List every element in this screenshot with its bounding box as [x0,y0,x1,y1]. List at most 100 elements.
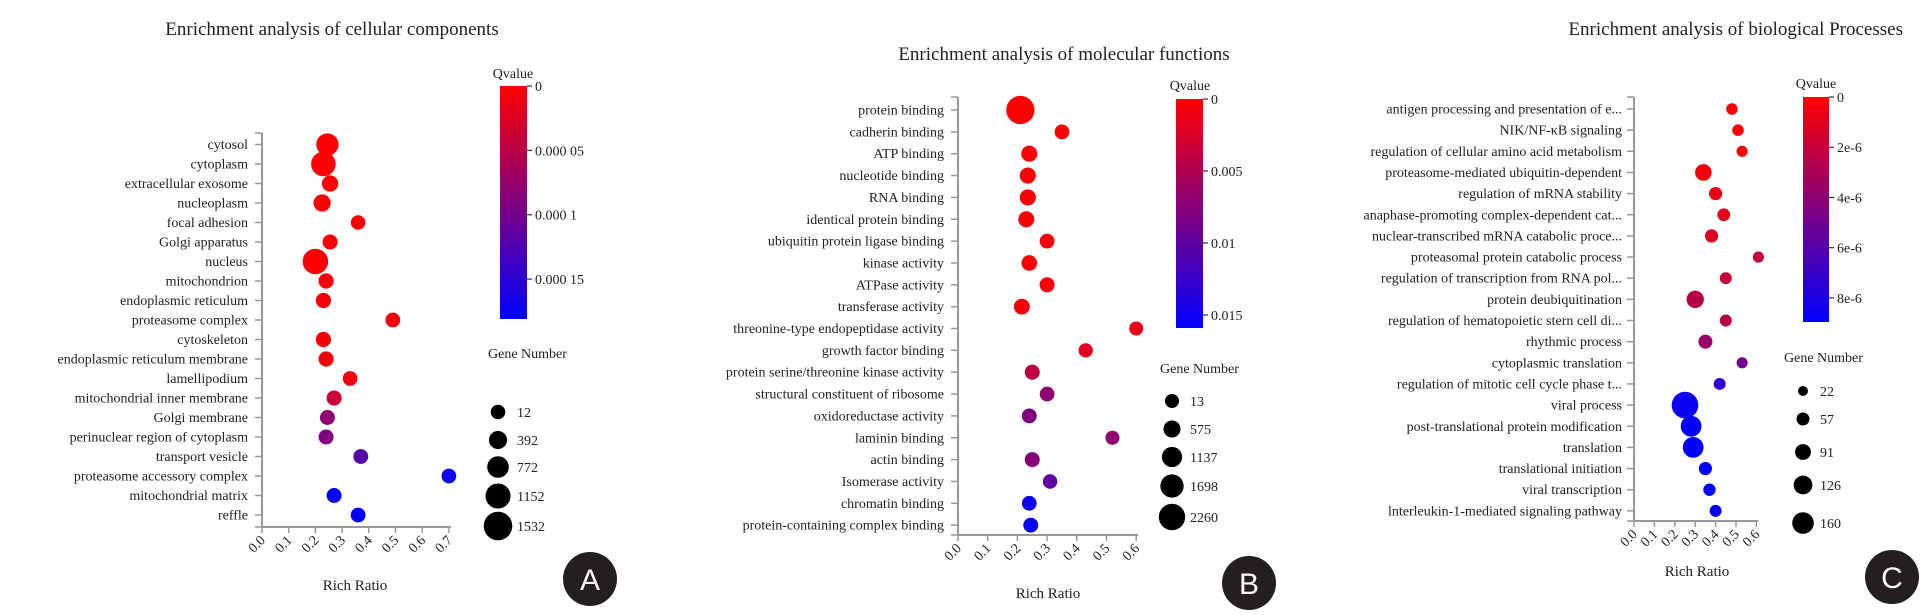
data-point[interactable] [322,234,338,250]
data-point[interactable] [1006,95,1035,125]
data-point[interactable] [1680,415,1702,437]
term-label: cytoplasm [190,158,248,173]
size-legend-marker [1796,412,1810,426]
term-label: ATPase activity [856,278,944,293]
data-point[interactable] [353,449,369,464]
term-label: regulation of hematopoietic stern cell d… [1388,314,1622,329]
size-legend-marker [1792,512,1814,534]
data-point[interactable] [1704,229,1719,243]
data-point[interactable] [316,133,339,156]
term-label: proteasome accessory complex [74,470,248,485]
data-point[interactable] [1021,408,1037,424]
data-point[interactable] [1717,208,1731,222]
data-point[interactable] [350,507,366,523]
term-label: endoplasmic reticulum [120,294,248,309]
data-point[interactable] [1682,437,1704,458]
data-point[interactable] [315,292,332,309]
data-point[interactable] [1752,251,1764,263]
data-point[interactable] [1021,145,1038,162]
data-point[interactable] [1698,334,1713,349]
data-point[interactable] [1671,391,1699,419]
term-label: ubiquitin protein ligase binding [768,235,944,250]
data-point[interactable] [342,371,358,386]
size-legend-marker [487,456,509,478]
x-tick-label: 0.5 [1720,527,1743,550]
size-legend-label: 772 [517,461,538,476]
x-tick-label: 0.4 [1699,527,1722,550]
data-point[interactable] [1686,290,1704,309]
data-point[interactable] [1703,483,1716,496]
data-point[interactable] [1732,124,1744,136]
term-label: identical protein binding [806,213,944,228]
data-point[interactable] [1039,386,1055,402]
data-point[interactable] [326,488,342,503]
data-point[interactable] [385,312,401,328]
term-label: ATP binding [873,147,944,162]
data-point[interactable] [350,215,366,230]
term-label: regulation of mitotic cell cycle phase t… [1397,377,1622,392]
term-label: regulation of cellular amino acid metabo… [1370,145,1622,160]
data-point[interactable] [315,331,332,348]
qvalue-legend-title: Qvalue [1796,77,1836,92]
data-point[interactable] [1042,474,1058,489]
data-point[interactable] [1021,255,1038,271]
data-point[interactable] [1039,277,1055,293]
data-point[interactable] [313,194,331,212]
term-label: cytoskeleton [177,333,248,348]
term-label: kinase activity [863,256,944,271]
data-point[interactable] [318,273,334,289]
term-label: regulation of transcription from RNA pol… [1381,272,1622,287]
data-point[interactable] [1719,272,1732,285]
term-label: lnterleukin-1-mediated signaling pathway [1388,504,1622,519]
data-point[interactable] [1698,461,1712,476]
data-point[interactable] [1078,343,1093,358]
data-point[interactable] [318,429,334,445]
data-point[interactable] [1736,357,1748,369]
data-point[interactable] [1713,377,1726,390]
data-point[interactable] [1018,211,1035,228]
colorbar-tick-label: 0 [535,80,542,95]
x-tick-label: 0.6 [406,533,429,556]
data-point[interactable] [1129,321,1144,336]
term-label: perinuclear region of cytoplasm [70,431,249,446]
data-point[interactable] [1019,167,1036,184]
data-point[interactable] [1024,364,1040,380]
data-point[interactable] [326,390,342,406]
data-point[interactable] [1013,298,1030,315]
term-label: proteasome complex [132,314,248,329]
data-point[interactable] [1039,233,1055,249]
panel-label: B [1239,568,1259,601]
x-tick-label: 0.2 [1001,541,1024,564]
data-point[interactable] [1105,430,1120,445]
data-point[interactable] [302,248,329,275]
data-point[interactable] [1019,189,1036,206]
term-label: threonine-type endopeptidase activity [733,322,944,337]
x-tick-label: 0.2 [1659,527,1682,550]
data-point[interactable] [1021,495,1037,511]
size-legend-marker [1165,394,1179,408]
colorbar-tick-label: 4e-6 [1837,191,1862,206]
data-point[interactable] [1719,314,1732,327]
data-point[interactable] [1726,103,1738,115]
size-legend-marker [1160,474,1184,498]
gene-number-legend-title: Gene Number [488,347,567,362]
data-point[interactable] [319,410,335,425]
data-point[interactable] [1736,145,1748,157]
x-axis-label: Rich Ratio [1665,564,1730,580]
data-point[interactable] [1695,164,1712,181]
x-tick-label: 0.5 [379,533,402,556]
data-point[interactable] [321,175,339,192]
data-point[interactable] [441,468,457,484]
x-tick-label: 0.3 [326,533,349,556]
data-point[interactable] [1054,124,1070,140]
data-point[interactable] [1709,187,1723,201]
data-point[interactable] [311,151,336,177]
term-label: NIK/NF-κB signaling [1499,124,1622,139]
data-point[interactable] [1709,504,1722,517]
chart-title: Enrichment analysis of biological Proces… [1568,19,1903,40]
panel-b: Enrichment analysis of molecular functio… [726,44,1276,610]
term-label: Golgi membrane [154,411,248,426]
data-point[interactable] [318,351,334,367]
data-point[interactable] [1023,517,1039,533]
data-point[interactable] [1024,452,1040,468]
